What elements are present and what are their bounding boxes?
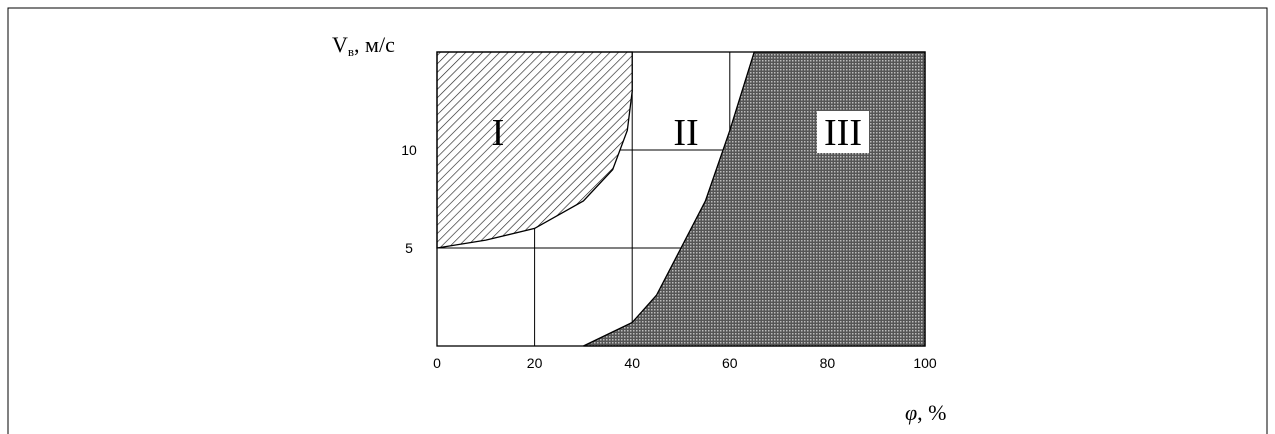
label-part: , м/с [354, 32, 395, 57]
label-part: φ [905, 400, 917, 425]
y-tick-label: 5 [405, 240, 413, 256]
region-label: I [492, 112, 505, 154]
label-part: , % [917, 400, 946, 425]
region-label: III [824, 112, 862, 154]
x-tick-label: 60 [722, 355, 738, 371]
x-tick-label: 0 [433, 355, 441, 371]
plot-border [436, 51, 926, 347]
x-tick-label: 80 [820, 355, 836, 371]
frame [7, 7, 1268, 434]
x-tick-label: 40 [624, 355, 640, 371]
x-axis-label: φ, % [905, 400, 947, 425]
label-background [817, 111, 869, 153]
label-part: V [332, 32, 348, 57]
y-tick-label: 10 [401, 142, 417, 158]
region-label: II [673, 112, 698, 154]
label-part: в [348, 44, 354, 59]
y-axis-label: Vв, м/с [332, 32, 395, 59]
x-tick-label: 20 [527, 355, 543, 371]
x-tick-label: 100 [913, 355, 937, 371]
